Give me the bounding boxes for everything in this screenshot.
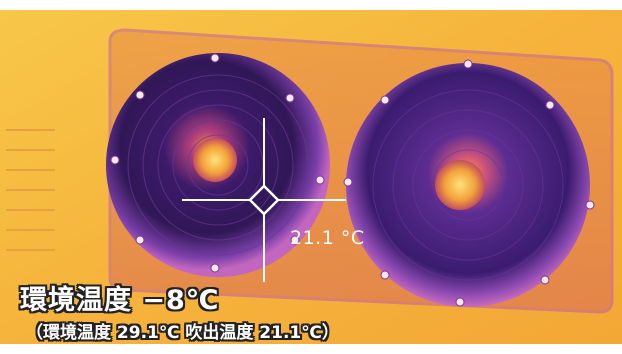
- detail-temperature-caption: （環境温度 29.1℃ 吹出温度 21.1℃）: [26, 323, 339, 343]
- fan-bolts: [110, 53, 595, 307]
- left-fan-grille: [127, 74, 309, 256]
- right-fan-hub: [435, 160, 485, 210]
- bottom-border: [0, 344, 622, 354]
- top-border: [0, 0, 622, 10]
- crosshair: [182, 118, 346, 282]
- right-fan-grille: [372, 89, 564, 281]
- left-fan-hub: [193, 138, 237, 182]
- temperature-readout: 21.1 °C: [290, 227, 365, 249]
- ambient-temperature-caption: 環境温度 −8℃: [20, 285, 220, 316]
- louver-slats: [6, 129, 55, 251]
